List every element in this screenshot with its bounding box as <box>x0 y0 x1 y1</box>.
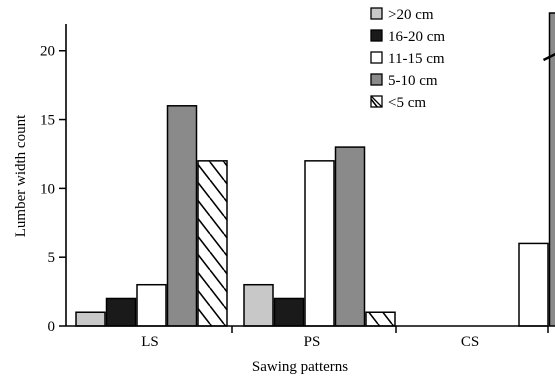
x-axis-ticks: LS PS CS <box>141 326 549 350</box>
legend-swatch-20-cm <box>370 7 383 20</box>
y-axis-ticks: 0 5 10 15 20 <box>40 44 66 335</box>
category-label-ls: LS <box>141 334 159 350</box>
bar-ps-5-10-cm <box>334 146 366 327</box>
x-axis-title: Sawing patterns <box>252 359 348 375</box>
y-tick-label: 15 <box>40 113 55 129</box>
category-label-cs: CS <box>461 334 479 350</box>
bar-ls-11-15-cm <box>136 283 167 327</box>
legend-label-16-20-cm: 16-20 cm <box>388 29 445 45</box>
legend: >20 cm 16-20 cm 11-15 cm 5-10 cm <5 cm <box>370 7 445 111</box>
y-tick-label: 0 <box>48 319 56 335</box>
annotations: 41 <box>542 52 555 62</box>
legend-label-5-10-cm: 5-10 cm <box>388 73 438 89</box>
legend-swatch-5-10-cm <box>370 73 383 86</box>
bars <box>75 12 555 327</box>
plot-area: 41 0 5 10 15 20 LS PS CS <box>40 12 555 350</box>
legend-hatch-line <box>370 95 383 108</box>
y-tick-label: 10 <box>40 181 55 197</box>
bar-ls-16-20-cm <box>105 297 137 327</box>
bar-cs-5-10-cm <box>548 12 555 327</box>
legend-label-20-cm: >20 cm <box>388 7 434 23</box>
bar-ls-5-cm <box>197 160 228 327</box>
bar-ls-5-10-cm <box>166 105 198 327</box>
category-label-ps: PS <box>304 334 321 350</box>
bar-ls-20-cm <box>75 311 106 327</box>
legend-label-5-cm: <5 cm <box>388 95 426 111</box>
bar-ps-16-20-cm <box>273 297 305 327</box>
y-tick-label: 5 <box>48 250 56 266</box>
bar-ps-5-cm <box>365 311 396 327</box>
bar-ps-11-15-cm <box>304 160 335 327</box>
bar-cs-11-15-cm <box>518 242 549 327</box>
axis-break-mark <box>542 52 555 62</box>
legend-label-11-15-cm: 11-15 cm <box>388 51 445 67</box>
y-axis-title: Lumber width count <box>13 114 29 237</box>
bar-ps-20-cm <box>243 283 274 327</box>
legend-swatch-11-15-cm <box>370 51 383 64</box>
y-tick-label: 20 <box>40 44 55 60</box>
legend-swatch-16-20-cm <box>370 29 383 42</box>
